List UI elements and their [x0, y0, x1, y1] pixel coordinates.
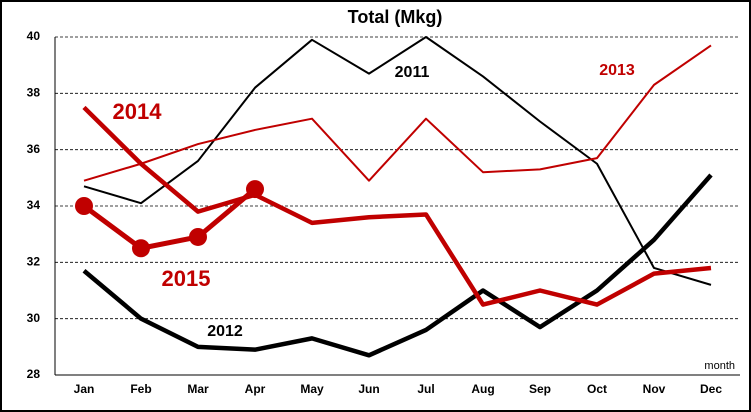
series-line [83, 36, 712, 286]
series-label: 2013 [599, 62, 635, 79]
x-tick-label: Oct [587, 382, 607, 396]
x-tick-label: Sep [529, 382, 551, 396]
y-tick-label: 40 [27, 29, 41, 43]
x-tick-label: Mar [187, 382, 209, 396]
x-axis-label: month [704, 360, 735, 372]
x-tick-label: Jul [417, 382, 434, 396]
marker [189, 227, 207, 246]
series-label: 2014 [113, 99, 163, 124]
x-tick-label: Nov [643, 382, 666, 396]
series-label: 2012 [207, 323, 243, 340]
marker [246, 180, 264, 199]
y-tick-label: 36 [27, 142, 41, 156]
chart-title: Total (Mkg) [348, 7, 443, 27]
marker [132, 239, 150, 258]
series-line [83, 44, 712, 182]
y-tick-label: 38 [27, 86, 41, 100]
x-tick-label: Dec [700, 382, 722, 396]
x-tick-label: Jun [358, 382, 379, 396]
series-line [82, 105, 712, 307]
marker [75, 197, 93, 215]
y-tick-label: 30 [27, 311, 41, 325]
x-tick-label: Jan [74, 382, 95, 396]
series-line [82, 173, 713, 358]
series-label: 2011 [395, 64, 430, 81]
x-tick-label: Aug [471, 382, 494, 396]
x-tick-label: Feb [130, 382, 151, 396]
y-tick-label: 32 [27, 255, 41, 269]
x-tick-label: May [300, 382, 324, 396]
series-line [82, 187, 257, 251]
series-label: 2015 [162, 266, 211, 291]
x-tick-label: Apr [245, 382, 266, 396]
y-tick-label: 28 [27, 367, 41, 381]
y-tick-label: 34 [27, 198, 41, 212]
